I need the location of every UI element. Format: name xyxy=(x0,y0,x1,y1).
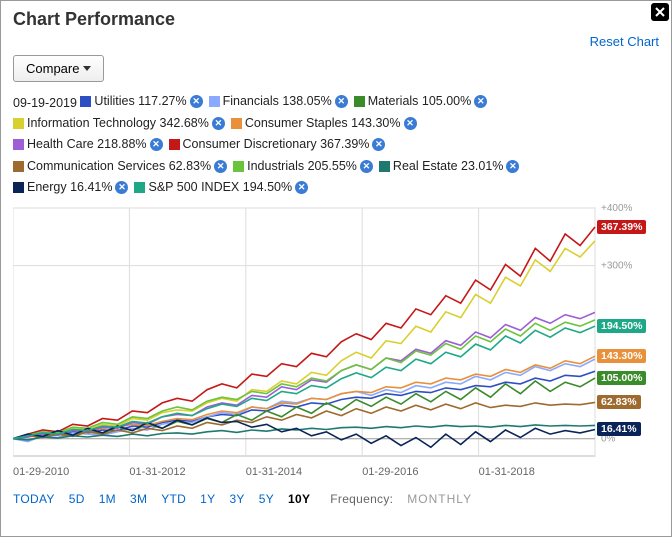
legend-item-sp500: S&P 500 INDEX 194.50%✕ xyxy=(134,178,308,197)
legend-text: Health Care 218.88% xyxy=(27,135,147,154)
legend-item-realestate: Real Estate 23.01%✕ xyxy=(379,157,520,176)
legend-item-commsvc: Communication Services 62.83%✕ xyxy=(13,157,227,176)
legend-text: Communication Services 62.83% xyxy=(27,157,211,176)
end-label-consdisc: 367.39% xyxy=(597,220,646,234)
remove-series-icon[interactable]: ✕ xyxy=(115,181,128,194)
remove-series-icon[interactable]: ✕ xyxy=(360,160,373,173)
legend-text: Consumer Discretionary 367.39% xyxy=(183,135,370,154)
swatch-icon xyxy=(13,161,24,172)
range-5d[interactable]: 5D xyxy=(69,492,85,506)
end-label-staples: 143.30% xyxy=(597,349,646,363)
legend-text: Information Technology 342.68% xyxy=(27,114,209,133)
series-consdisc xyxy=(13,227,595,439)
compare-label: Compare xyxy=(26,61,79,76)
xaxis-tick: 01-31-2014 xyxy=(246,466,302,478)
swatch-icon xyxy=(13,182,24,193)
remove-series-icon[interactable]: ✕ xyxy=(372,138,385,151)
end-label-sp500: 194.50% xyxy=(597,319,646,333)
close-icon xyxy=(654,6,666,18)
swatch-icon xyxy=(231,118,242,129)
series-energy xyxy=(13,418,595,447)
chevron-down-icon xyxy=(83,66,91,71)
legend-text: S&P 500 INDEX 194.50% xyxy=(148,178,292,197)
range-3y[interactable]: 3Y xyxy=(229,492,244,506)
remove-series-icon[interactable]: ✕ xyxy=(506,160,519,173)
swatch-icon xyxy=(13,139,24,150)
remove-series-icon[interactable]: ✕ xyxy=(190,95,203,108)
panel-title: Chart Performance xyxy=(13,9,659,30)
legend-text: Industrials 205.55% xyxy=(247,157,357,176)
legend-item-staples: Consumer Staples 143.30%✕ xyxy=(231,114,417,133)
swatch-icon xyxy=(80,96,91,107)
legend-item-financials: Financials 138.05%✕ xyxy=(209,92,348,111)
range-ytd[interactable]: YTD xyxy=(161,492,186,506)
legend-item-energy: Energy 16.41%✕ xyxy=(13,178,128,197)
swatch-icon xyxy=(233,161,244,172)
end-label-energy: 16.41% xyxy=(597,422,641,436)
chart-svg: +400%+300%0% xyxy=(13,204,661,464)
xaxis-tick: 01-29-2010 xyxy=(13,466,69,478)
svg-text:+300%: +300% xyxy=(601,260,633,271)
range-today[interactable]: TODAY xyxy=(13,492,55,506)
compare-button[interactable]: Compare xyxy=(13,55,104,82)
x-axis-labels: 01-29-2010 01-31-2012 01-31-2014 01-29-2016… xyxy=(13,466,659,482)
legend-item-materials: Materials 105.00%✕ xyxy=(354,92,488,111)
series-infotech xyxy=(13,241,595,439)
legend-text: Utilities 117.27% xyxy=(94,92,186,111)
xaxis-tick: 01-31-2012 xyxy=(129,466,185,478)
xaxis-tick: 01-29-2016 xyxy=(362,466,418,478)
remove-series-icon[interactable]: ✕ xyxy=(150,138,163,151)
range-3m[interactable]: 3M xyxy=(130,492,147,506)
swatch-icon xyxy=(379,161,390,172)
close-button[interactable] xyxy=(651,3,669,21)
remove-series-icon[interactable]: ✕ xyxy=(212,117,225,130)
legend-item-utilities: Utilities 117.27% ✕ xyxy=(80,92,202,111)
legend-item-healthcare: Health Care 218.88%✕ xyxy=(13,135,163,154)
chart-legend: 09-19-2019 Utilities 117.27%✕Financials … xyxy=(13,92,659,200)
series-commsvc xyxy=(13,402,595,438)
swatch-icon xyxy=(13,118,24,129)
line-chart: +400%+300%0% 105.00%143.30%367.39%62.83%… xyxy=(13,204,661,464)
range-5y[interactable]: 5Y xyxy=(259,492,274,506)
svg-text:+400%: +400% xyxy=(601,204,633,214)
end-label-materials: 105.00% xyxy=(597,371,646,385)
remove-series-icon[interactable]: ✕ xyxy=(214,160,227,173)
remove-series-icon[interactable]: ✕ xyxy=(404,117,417,130)
legend-text: Materials 105.00% xyxy=(368,92,472,111)
legend-text: Energy 16.41% xyxy=(27,178,112,197)
legend-text: Real Estate 23.01% xyxy=(393,157,504,176)
range-1y[interactable]: 1Y xyxy=(200,492,215,506)
swatch-icon xyxy=(354,96,365,107)
remove-series-icon[interactable]: ✕ xyxy=(335,95,348,108)
range-10y[interactable]: 10Y xyxy=(288,492,310,506)
swatch-icon xyxy=(169,139,180,150)
remove-series-icon[interactable]: ✕ xyxy=(295,181,308,194)
remove-series-icon[interactable]: ✕ xyxy=(474,95,487,108)
xaxis-tick: 01-31-2018 xyxy=(479,466,535,478)
legend-text: Consumer Staples 143.30% xyxy=(245,114,401,133)
legend-item-consdisc: Consumer Discretionary 367.39%✕ xyxy=(169,135,386,154)
chart-performance-panel: Chart Performance Reset Chart Compare 09… xyxy=(0,0,672,537)
swatch-icon xyxy=(134,182,145,193)
legend-text: Financials 138.05% xyxy=(223,92,332,111)
legend-item-infotech: Information Technology 342.68%✕ xyxy=(13,114,225,133)
legend-date: 09-19-2019 xyxy=(13,96,80,110)
reset-chart-link[interactable]: Reset Chart xyxy=(13,34,659,49)
legend-item-industrials: Industrials 205.55%✕ xyxy=(233,157,373,176)
range-1m[interactable]: 1M xyxy=(99,492,116,506)
swatch-icon xyxy=(209,96,220,107)
frequency-label: Frequency: xyxy=(330,492,393,506)
end-label-commsvc: 62.83% xyxy=(597,395,641,409)
range-selector: TODAY 5D 1M 3M YTD 1Y 3Y 5Y 10Y Frequency: MONTHL… xyxy=(13,492,659,506)
frequency-value[interactable]: MONTHLY xyxy=(407,492,472,506)
